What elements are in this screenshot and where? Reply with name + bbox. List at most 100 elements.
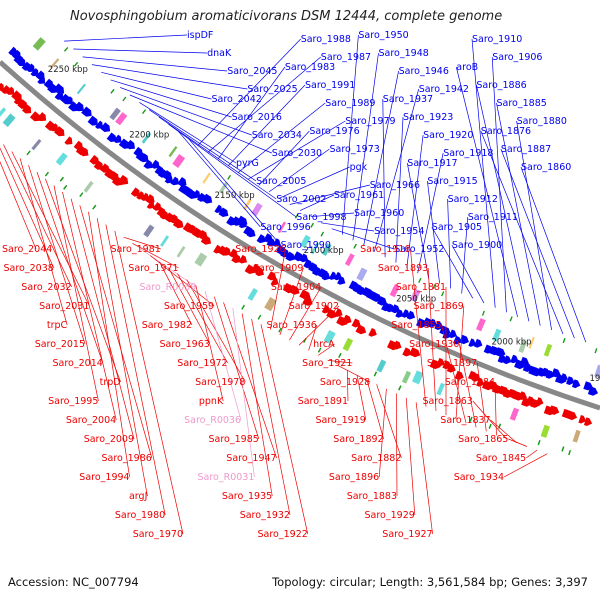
gene-label: Saro_2042: [212, 94, 262, 105]
annotation-block: [2, 113, 16, 127]
gene-label: Saro_1893: [378, 263, 428, 274]
leader-line: [258, 130, 310, 186]
label-leader-lines: [0, 34, 587, 535]
leader-line: [129, 94, 272, 154]
gene-label: Saro_1998: [296, 212, 346, 223]
gene-label: Saro_1985: [209, 434, 259, 445]
forward-gene: [468, 338, 477, 347]
reverse-gene: [472, 373, 481, 382]
gene-label: Saro_1989: [325, 98, 375, 109]
forward-gene: [416, 318, 427, 328]
annotation-block: [492, 328, 502, 342]
reverse-gene: [334, 308, 343, 317]
forward-gene: [566, 376, 575, 385]
leader-line: [417, 152, 444, 274]
reverse-gene: [255, 267, 264, 277]
leader-line: [227, 84, 306, 166]
annotation-block: [594, 348, 598, 354]
gene-label: Saro_1922: [258, 529, 308, 540]
gene-label: Saro_1936: [267, 320, 317, 331]
annotation-block: [469, 416, 473, 422]
annotation-block: [320, 231, 325, 237]
gene-label: Saro_1900: [452, 240, 502, 251]
gene-label: Saro_2031: [39, 301, 89, 312]
gene-label: Saro_2016: [232, 112, 282, 123]
annotation-block: [418, 277, 422, 283]
gene-label: Saro_1966: [370, 180, 420, 191]
reverse-gene: [238, 254, 247, 264]
gene-label: Saro_2045: [227, 66, 277, 77]
gene-label: Saro_2005: [256, 176, 306, 187]
gene-label: Saro_1932: [240, 510, 290, 521]
forward-gene: [473, 338, 483, 348]
reverse-gene: [80, 147, 89, 157]
gene-label: Saro_2025: [247, 84, 297, 95]
forward-gene: [256, 234, 266, 244]
reverse-gene: [583, 417, 593, 426]
gene-label: pgk: [350, 162, 368, 173]
annotation-block: [432, 284, 436, 290]
annotation-block: [115, 112, 128, 126]
forward-gene: [37, 75, 46, 84]
leader-line: [120, 87, 252, 136]
annotation-block: [76, 83, 86, 95]
annotation-block: [168, 146, 178, 158]
annotation-block: [247, 288, 258, 301]
leader-line: [217, 66, 286, 160]
gene-label: Saro_1959: [164, 301, 214, 312]
forward-gene: [100, 122, 111, 132]
reverse-gene: [321, 304, 331, 314]
leader-line: [168, 267, 211, 345]
annotation-block: [31, 139, 42, 151]
gene-label: Saro_1885: [497, 98, 547, 109]
gene-label: Saro_1980: [115, 510, 165, 521]
leader-line: [110, 79, 232, 118]
annotation-block: [278, 327, 282, 333]
feature-tracks: [0, 37, 600, 456]
forward-gene: [73, 101, 84, 112]
scale-ticks: 2250 kbp 2200 kbp 2150 kbp 2100 kbp 2050 kbp…: [48, 65, 600, 384]
gene-label: Saro_2044: [2, 244, 52, 255]
gene-label: Saro_1883: [347, 491, 397, 502]
gene-label: Saro_1930: [409, 339, 459, 350]
annotation-block: [172, 154, 186, 168]
leader-line: [476, 84, 530, 322]
annotation-block: [299, 234, 311, 248]
scale-tick-label: 2200 kbp: [129, 131, 169, 141]
leader-line: [516, 120, 552, 330]
annotation-block: [398, 385, 402, 391]
forward-gene: [238, 219, 247, 229]
leader-line: [476, 362, 487, 432]
annotation-block: [142, 109, 147, 114]
annotation-block: [356, 267, 368, 281]
gene-label: Saro_1904: [271, 282, 321, 293]
annotation-block: [26, 150, 31, 156]
gene-label: Saro_1917: [407, 158, 457, 169]
annotation-block: [561, 446, 565, 452]
reverse-gene: [436, 357, 445, 367]
forward-gene: [495, 347, 506, 357]
leader-line: [427, 267, 437, 411]
leader-line: [447, 198, 452, 289]
gene-label: Saro_1935: [222, 491, 272, 502]
leader-line: [310, 212, 355, 218]
leader-line: [88, 211, 130, 478]
reverse-gene: [172, 218, 184, 229]
reverse-gene: [302, 296, 313, 306]
leader-line: [373, 88, 420, 252]
annotation-block: [323, 330, 336, 344]
leader-line: [490, 419, 517, 444]
gene-label: Saro_1905: [432, 222, 482, 233]
scale-tick-label: 2150 kbp: [215, 191, 255, 201]
gene-label: Saro_R0031: [198, 472, 255, 483]
leader-line: [0, 147, 55, 269]
leader-line: [28, 165, 86, 345]
gene-label: Saro_2002: [276, 194, 326, 205]
leader-line: [158, 116, 277, 200]
gene-label: Saro_1912: [448, 194, 498, 205]
leader-line: [36, 171, 104, 364]
leader-line: [415, 402, 433, 535]
forward-gene: [125, 139, 135, 150]
leader-line: [525, 449, 538, 459]
reverse-gene: [29, 111, 41, 122]
